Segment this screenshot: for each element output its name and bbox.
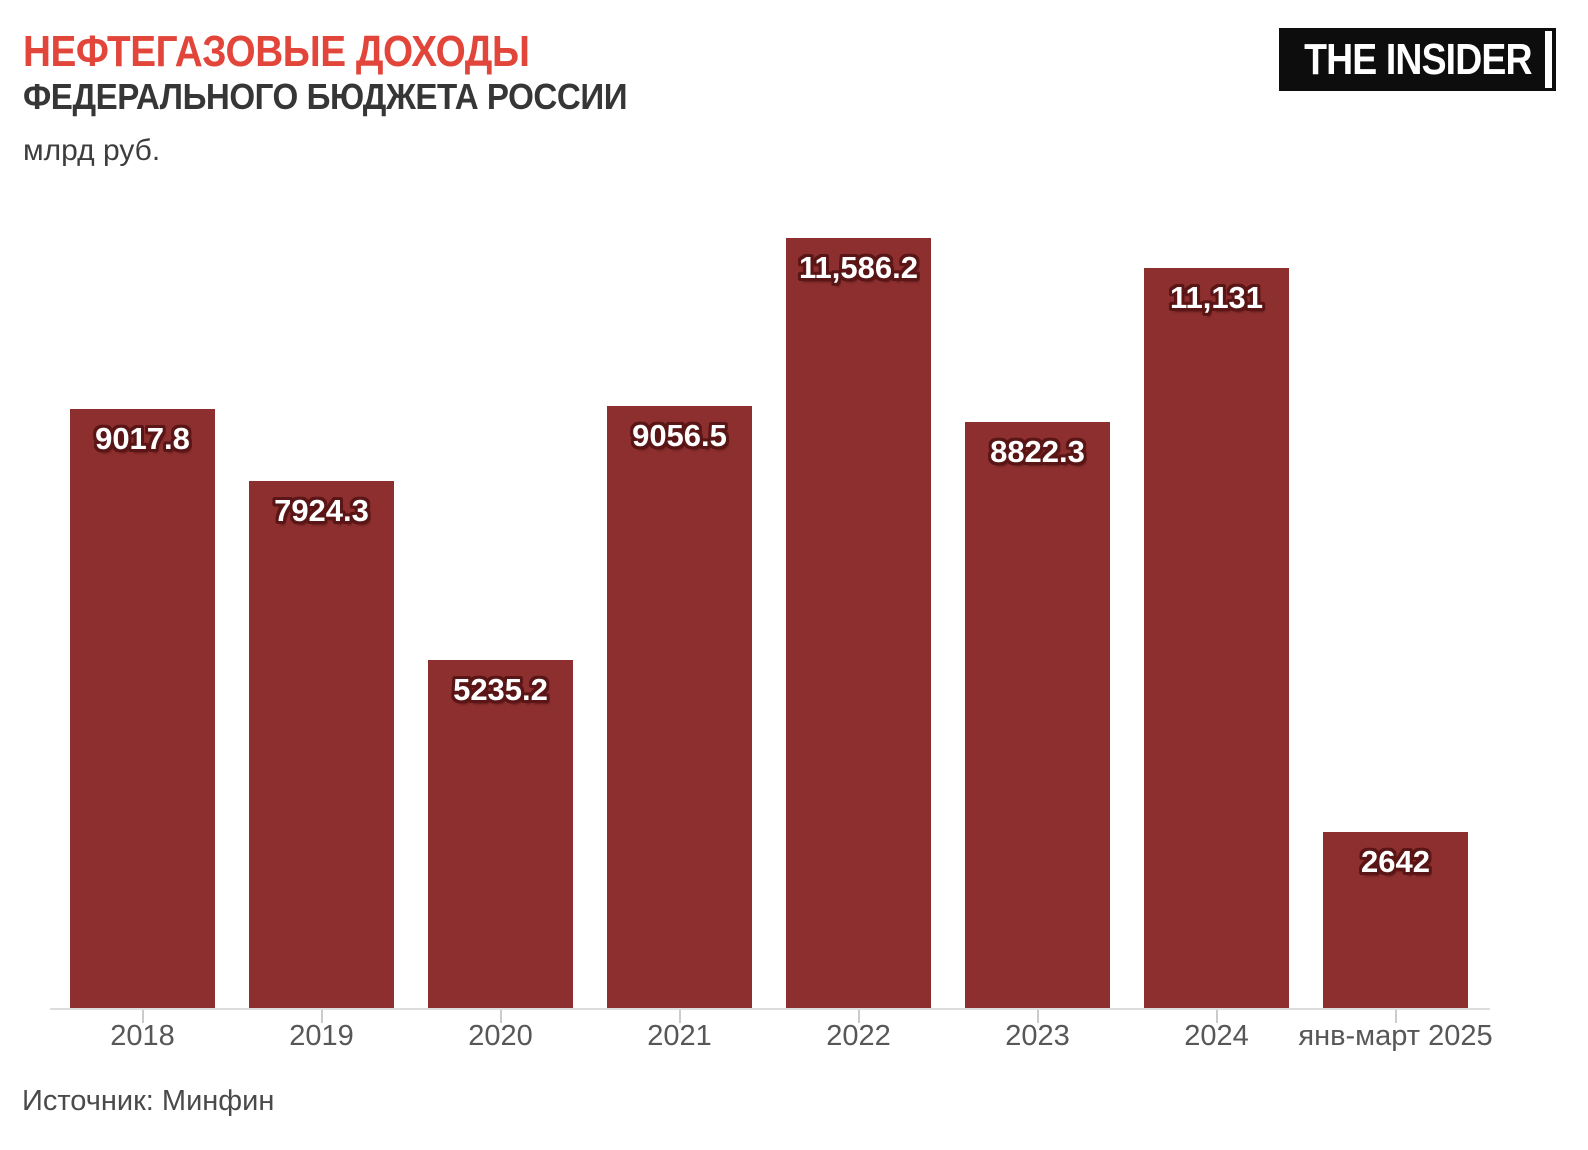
plot-area: 9017.8 7924.3 5235.2 9056.5 11,586.2 8822.3 11… [70, 238, 1468, 1008]
bar-2018: 9017.8 [70, 409, 215, 1008]
x-axis-label-2023: 2023 [1005, 1020, 1070, 1052]
x-axis-tick [1215, 1010, 1218, 1023]
bar-2024: 11,131 [1144, 268, 1289, 1008]
x-axis-label-2020: 2020 [468, 1020, 533, 1052]
bar-value-label: 11,586.2 [799, 250, 918, 285]
the-insider-logo: THE INSIDER [1279, 28, 1556, 91]
bar-value-label: 8822.3 [990, 434, 1085, 469]
x-axis-label-2021: 2021 [647, 1020, 712, 1052]
bar-value-label: 7924.3 [274, 493, 369, 528]
bar-value-label: 11,131 [1169, 280, 1264, 315]
x-axis-label-2019: 2019 [289, 1020, 354, 1052]
page-title: НЕФТЕГАЗОВЫЕ ДОХОДЫ [23, 27, 530, 76]
x-axis-line [50, 1008, 1490, 1010]
logo-text: THE INSIDER [1303, 34, 1532, 84]
x-axis-label-2024: 2024 [1184, 1020, 1249, 1052]
bar-2023: 8822.3 [965, 422, 1110, 1008]
logo-cursor-bar [1545, 31, 1552, 88]
x-axis-tick [499, 1010, 502, 1023]
x-axis-tick [857, 1010, 860, 1023]
bar-value-label: 9056.5 [632, 418, 727, 453]
x-axis-tick [1394, 1010, 1397, 1023]
page-subtitle: ФЕДЕРАЛЬНОГО БЮДЖЕТА РОССИИ [23, 76, 628, 117]
x-axis-tick [141, 1010, 144, 1023]
bar-2021: 9056.5 [607, 406, 752, 1008]
bar-2022: 11,586.2 [786, 238, 931, 1008]
bar-2019: 7924.3 [249, 481, 394, 1008]
x-axis-tick [678, 1010, 681, 1023]
bar-янв-март 2025: 2642 [1323, 832, 1468, 1008]
x-axis-tick [1036, 1010, 1039, 1023]
x-axis-label-янв-март 2025: янв-март 2025 [1298, 1020, 1493, 1052]
unit-label: млрд руб. [23, 134, 161, 167]
x-axis-label-2018: 2018 [110, 1020, 175, 1052]
bar-value-label: 9017.8 [95, 421, 190, 456]
source-note: Источник: Минфин [22, 1085, 275, 1117]
x-axis-label-2022: 2022 [826, 1020, 891, 1052]
bar-value-label: 5235.2 [453, 672, 548, 707]
bar-value-label: 2642 [1361, 844, 1430, 879]
x-axis-tick [320, 1010, 323, 1023]
bar-2020: 5235.2 [428, 660, 573, 1008]
